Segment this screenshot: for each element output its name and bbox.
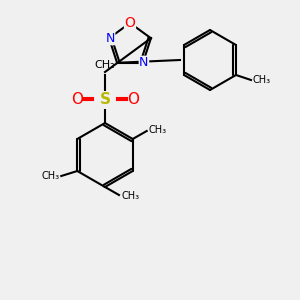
Text: CH₃: CH₃ [41,171,59,181]
Text: CH₃: CH₃ [121,191,139,201]
Text: CH₃: CH₃ [253,75,271,85]
Text: O: O [71,92,83,107]
Text: CH₂: CH₂ [95,60,115,70]
Text: S: S [100,92,110,107]
Text: N: N [105,32,115,45]
Text: O: O [124,16,135,30]
Text: O: O [127,92,139,107]
Text: N: N [139,56,148,69]
Text: CH₃: CH₃ [149,125,167,135]
